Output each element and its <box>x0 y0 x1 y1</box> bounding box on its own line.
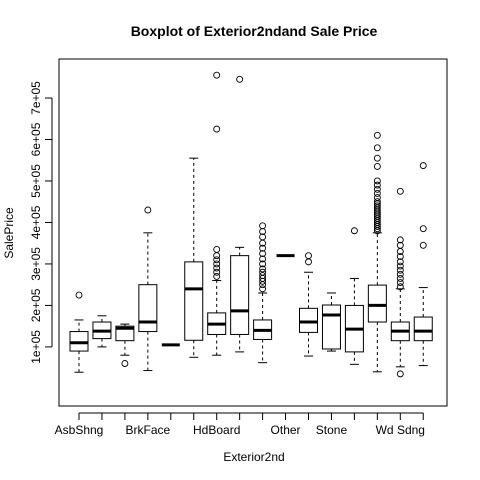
outlier-point <box>396 253 404 260</box>
outlier-point <box>373 154 381 162</box>
x-tick-label: AsbShng <box>55 423 104 437</box>
box-group <box>253 222 273 364</box>
outlier-point <box>373 198 381 206</box>
box-group <box>92 315 112 348</box>
x-axis-label: Exterior2nd <box>223 450 284 464</box>
outlier-point <box>419 241 427 249</box>
y-tick-label: 1e+05 <box>29 330 43 364</box>
outlier-point <box>396 270 404 278</box>
outlier-point <box>213 268 221 276</box>
box-group <box>184 157 204 358</box>
outlier-point <box>350 227 358 235</box>
y-tick-label: 5e+05 <box>29 164 43 198</box>
outlier-point <box>259 222 267 230</box>
box-group <box>207 71 227 356</box>
y-tick-label: 7e+05 <box>29 81 43 115</box>
x-tick-label: Other <box>271 423 301 437</box>
outlier-point <box>213 260 221 268</box>
outlier-point <box>396 262 404 270</box>
x-tick-label: HdBoard <box>193 423 240 437</box>
outlier-point <box>259 244 267 252</box>
outlier-point <box>236 75 244 83</box>
outlier-point <box>373 202 381 210</box>
outlier-point <box>419 225 427 233</box>
outlier-point <box>396 275 404 282</box>
box-group <box>299 252 318 357</box>
outlier-point <box>213 245 221 253</box>
box-iqr <box>230 255 250 335</box>
y-tick-label: 4e+05 <box>29 205 43 239</box>
outlier-point <box>373 163 381 170</box>
outlier-point <box>259 255 267 263</box>
box-group <box>344 227 364 365</box>
box-group <box>390 187 410 378</box>
outlier-point <box>373 131 381 139</box>
outlier-point <box>396 236 404 244</box>
box-group <box>115 323 135 367</box>
outlier-point <box>396 279 404 287</box>
outlier-point <box>259 260 267 268</box>
outlier-point <box>213 256 221 264</box>
outlier-point <box>396 241 404 249</box>
outlier-point <box>373 177 381 185</box>
box-iqr <box>299 307 318 333</box>
outlier-point <box>373 194 381 202</box>
outlier-point <box>144 206 152 214</box>
box-iqr <box>138 284 158 333</box>
box-group <box>138 206 158 372</box>
x-tick-label: Wd Sdng <box>376 423 425 437</box>
outlier-point <box>213 272 221 280</box>
outlier-point <box>259 272 267 280</box>
box-group <box>321 292 341 352</box>
outlier-point <box>396 187 404 195</box>
outlier-point <box>373 144 381 152</box>
outlier-point <box>259 268 267 276</box>
box-group <box>230 75 250 353</box>
outlier-point <box>259 250 267 258</box>
outlier-point <box>213 125 221 133</box>
y-axis-label: SalePrice <box>2 207 16 259</box>
box-series <box>69 71 433 378</box>
chart-title: Boxplot of Exterior2ndand Sale Price <box>131 23 378 39</box>
box-group <box>413 162 433 367</box>
y-tick-label: 2e+05 <box>29 288 43 322</box>
outlier-point <box>75 291 83 299</box>
outlier-point <box>259 233 267 241</box>
outlier-point <box>419 162 427 170</box>
x-axis: AsbShng BrkFace HdBoard Other Stone Wd Sdng <box>55 412 425 437</box>
outlier-point <box>373 185 381 193</box>
box-iqr <box>115 325 135 342</box>
outlier-point <box>213 252 221 260</box>
box-group <box>367 131 387 373</box>
outlier-point <box>373 181 381 189</box>
outlier-point <box>373 189 381 197</box>
outlier-point <box>259 285 267 293</box>
box-group <box>69 291 89 373</box>
x-tick-label: Stone <box>316 423 348 437</box>
outlier-point <box>396 258 404 266</box>
outlier-point <box>259 265 267 273</box>
plot-frame <box>58 58 448 407</box>
outlier-point <box>305 258 312 266</box>
box-iqr <box>184 261 204 341</box>
box-iqr <box>321 304 341 350</box>
outlier-point <box>121 360 129 367</box>
outlier-point <box>213 264 221 272</box>
y-axis: 1e+05 2e+05 3e+05 4e+05 5e+05 6e+05 7e+05 <box>29 81 53 364</box>
outlier-point <box>305 252 312 260</box>
box-iqr <box>413 316 433 342</box>
x-tick-label: BrkFace <box>126 423 171 437</box>
y-tick-label: 6e+05 <box>29 122 43 156</box>
outlier-point <box>396 283 404 291</box>
outlier-point <box>213 71 221 79</box>
box-iqr <box>367 284 387 323</box>
y-tick-label: 3e+05 <box>29 247 43 281</box>
outlier-point <box>396 370 404 378</box>
outlier-point <box>396 266 404 274</box>
